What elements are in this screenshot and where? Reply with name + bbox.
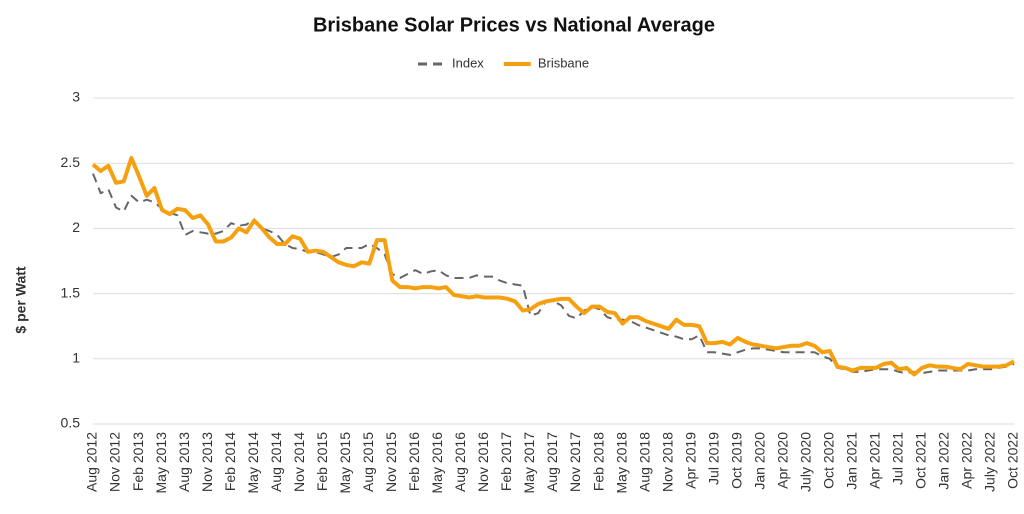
x-tick-label: Feb 2013 <box>130 432 146 491</box>
legend: Index Brisbane <box>418 55 589 70</box>
x-tick-label: Aug 2012 <box>84 432 100 492</box>
x-tick-label: Aug 2015 <box>360 432 376 492</box>
x-tick-label: Aug 2017 <box>544 432 560 492</box>
x-tick-label: Nov 2012 <box>107 432 123 492</box>
x-tick-label: May 2014 <box>245 432 261 494</box>
x-tick-label: Nov 2017 <box>567 432 583 492</box>
x-tick-label: Apr 2022 <box>959 432 975 489</box>
x-tick-label: Oct 2019 <box>728 432 744 489</box>
x-tick-label: Oct 2021 <box>913 432 929 489</box>
x-tick-label: May 2013 <box>153 432 169 494</box>
x-tick-label: Apr 2019 <box>682 432 698 489</box>
x-tick-label: Apr 2020 <box>774 432 790 489</box>
legend-label: Brisbane <box>538 55 589 70</box>
x-tick-label: Apr 2021 <box>867 432 883 489</box>
x-tick-label: Nov 2016 <box>475 432 491 492</box>
x-tick-label: July 2022 <box>982 432 998 492</box>
y-tick-label: 3 <box>72 89 80 105</box>
y-tick-label: 1.5 <box>61 284 81 300</box>
y-tick-label: 1 <box>72 350 80 366</box>
x-tick-label: Feb 2015 <box>314 432 330 491</box>
x-tick-label: Jul 2019 <box>705 432 721 485</box>
x-tick-label: Aug 2013 <box>176 432 192 492</box>
x-tick-label: Feb 2016 <box>406 432 422 491</box>
x-tick-label: Feb 2017 <box>498 432 514 491</box>
x-tick-label: Aug 2016 <box>452 432 468 492</box>
y-tick-label: 2.5 <box>61 154 81 170</box>
x-tick-label: Nov 2018 <box>659 432 675 492</box>
x-tick-label: Jul 2021 <box>890 432 906 485</box>
x-tick-label: July 2020 <box>797 432 813 492</box>
x-tick-label: May 2018 <box>613 432 629 494</box>
x-tick-label: Oct 2022 <box>1005 432 1021 489</box>
line-series <box>91 155 1015 377</box>
x-tick-label: Nov 2014 <box>291 432 307 492</box>
x-tick-label: Aug 2014 <box>268 432 284 492</box>
y-tick-label: 0.5 <box>61 415 81 431</box>
x-tick-label: Jan 2021 <box>844 432 860 490</box>
line-series <box>92 173 1015 375</box>
x-tick-label: Jan 2020 <box>751 432 767 490</box>
x-tick-label: May 2017 <box>521 432 537 494</box>
x-tick-label: Nov 2015 <box>383 432 399 492</box>
chart-title: Brisbane Solar Prices vs National Averag… <box>313 14 715 36</box>
x-tick-label: Jan 2022 <box>936 432 952 490</box>
x-tick-label: Feb 2018 <box>590 432 606 491</box>
x-tick-label: May 2016 <box>429 432 445 494</box>
y-axis-title: $ per Watt <box>13 266 29 333</box>
x-tick-label: Feb 2014 <box>222 432 238 491</box>
x-tick-label: Nov 2013 <box>199 432 215 492</box>
legend-label: Index <box>452 55 484 70</box>
y-tick-label: 2 <box>72 219 80 235</box>
x-tick-label: Oct 2020 <box>821 432 837 489</box>
x-tick-label: Aug 2018 <box>636 432 652 492</box>
x-tick-label: May 2015 <box>337 432 353 494</box>
